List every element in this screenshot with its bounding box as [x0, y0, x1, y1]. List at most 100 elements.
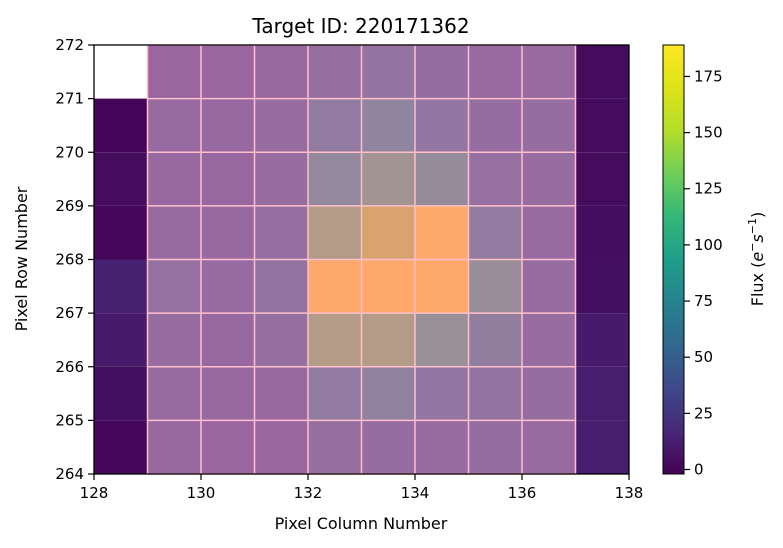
heatmap-cell: [94, 98, 148, 153]
mask-overlay-cell: [415, 45, 469, 99]
heatmap-cell: [94, 205, 148, 260]
mask-overlay-cell: [147, 420, 201, 474]
colorbar-tick-label: 75: [694, 292, 713, 310]
mask-overlay-cell: [201, 259, 255, 314]
mask-overlay-cell: [147, 313, 201, 367]
heatmap-cell: [94, 366, 148, 421]
heatmap-cell: [94, 313, 148, 367]
heatmap-cell: [575, 98, 629, 153]
mask-overlay-cell: [468, 152, 522, 206]
pixel-borders: [146, 44, 577, 475]
x-tick-label: 128: [80, 484, 109, 502]
mask-overlay-cell: [415, 259, 469, 314]
mask-overlay-cell: [361, 45, 415, 99]
x-tick-label: 138: [615, 484, 644, 502]
mask-overlay-cell: [361, 420, 415, 474]
mask-overlay-cell: [361, 205, 415, 260]
mask-overlay-cell: [468, 420, 522, 474]
y-tick-label: 270: [55, 143, 84, 161]
mask-overlay-cell: [201, 45, 255, 99]
mask-overlay-cell: [201, 313, 255, 367]
mask-overlay-cell: [147, 98, 201, 153]
heatmap-cell: [575, 420, 629, 474]
y-tick-label: 264: [55, 465, 84, 483]
mask-overlay-cell: [308, 420, 362, 474]
colorbar-label-prefix: Flux (: [748, 262, 767, 307]
mask-overlay-cell: [522, 152, 576, 206]
mask-overlay-cell: [522, 98, 576, 153]
colorbar-tick-label: 0: [694, 461, 704, 479]
mask-overlay-cell: [415, 98, 469, 153]
x-tick-label: 134: [401, 484, 430, 502]
colorbar-label: Flux (e−s−1): [746, 212, 767, 306]
colorbar-tick-label: 50: [694, 348, 713, 366]
heatmap-cell: [94, 45, 148, 99]
mask-overlay-cell: [468, 366, 522, 421]
mask-overlay-cell: [522, 45, 576, 99]
mask-overlay-cell: [468, 98, 522, 153]
colorbar-label-e: e: [748, 252, 767, 262]
mask-overlay-cell: [415, 366, 469, 421]
mask-overlay-cell: [147, 45, 201, 99]
mask-overlay-cell: [522, 366, 576, 421]
mask-overlay-cell: [201, 98, 255, 153]
mask-overlay-cell: [254, 205, 308, 260]
colorbar-label-exp2: −1: [746, 218, 759, 234]
colorbar-label-exp1: −: [746, 243, 759, 252]
heatmap-cell: [575, 152, 629, 206]
y-tick-label: 269: [55, 197, 84, 215]
mask-overlay-cell: [415, 313, 469, 367]
colorbar-label-suffix: ): [748, 212, 767, 218]
heatmap-cell: [575, 45, 629, 99]
mask-overlay-cell: [308, 98, 362, 153]
mask-overlay-cell: [254, 313, 308, 367]
mask-overlay-cell: [308, 259, 362, 314]
mask-overlay-cell: [415, 152, 469, 206]
mask-overlay-cell: [415, 420, 469, 474]
mask-overlay-cell: [522, 313, 576, 367]
mask-overlay-cell: [468, 313, 522, 367]
mask-overlay-cell: [361, 259, 415, 314]
mask-overlay-cell: [468, 259, 522, 314]
colorbar-ticks: 0 25 50 75 100 125 150 175: [684, 67, 723, 479]
mask-overlay-cell: [254, 152, 308, 206]
mask-overlay-cell: [254, 259, 308, 314]
mask-overlay-cell: [147, 205, 201, 260]
heatmap-cell: [575, 366, 629, 421]
heatmap-cell: [575, 205, 629, 260]
mask-overlay-cell: [254, 45, 308, 99]
mask-overlay-cell: [147, 366, 201, 421]
x-axis-ticks: 128 130 132 134 136 138: [80, 474, 644, 502]
y-axis-ticks: 264 265 266 267 268 269 270 271 272: [55, 36, 94, 483]
colorbar-tick-label: 100: [694, 236, 723, 254]
chart-title: Target ID: 220171362: [251, 14, 469, 38]
mask-overlay-cell: [147, 259, 201, 314]
colorbar-tick-label: 150: [694, 124, 723, 142]
mask-overlay-cell: [308, 205, 362, 260]
y-tick-label: 265: [55, 411, 84, 429]
x-tick-label: 130: [187, 484, 216, 502]
mask-overlay-cell: [201, 152, 255, 206]
mask-overlay-cell: [308, 45, 362, 99]
colorbar-tick-label: 125: [694, 180, 723, 198]
y-tick-label: 266: [55, 358, 84, 376]
mask-overlay-cell: [468, 205, 522, 260]
mask-overlay-cell: [468, 45, 522, 99]
mask-overlay-cell: [361, 366, 415, 421]
heatmap-cell: [575, 259, 629, 314]
mask-overlay-cell: [522, 259, 576, 314]
y-axis-label: Pixel Row Number: [12, 186, 31, 331]
x-tick-label: 136: [508, 484, 537, 502]
y-tick-label: 267: [55, 304, 84, 322]
colorbar-tick-label: 25: [694, 404, 713, 422]
mask-overlay-cell: [415, 205, 469, 260]
x-tick-label: 132: [294, 484, 323, 502]
mask-overlay-cell: [201, 420, 255, 474]
mask-overlay-cell: [147, 152, 201, 206]
mask-overlay-cell: [361, 152, 415, 206]
colorbar-label-s: s: [748, 234, 767, 242]
colorbar-tick-label: 175: [694, 67, 723, 85]
heatmap-cell: [94, 259, 148, 314]
mask-overlay-cell: [361, 313, 415, 367]
